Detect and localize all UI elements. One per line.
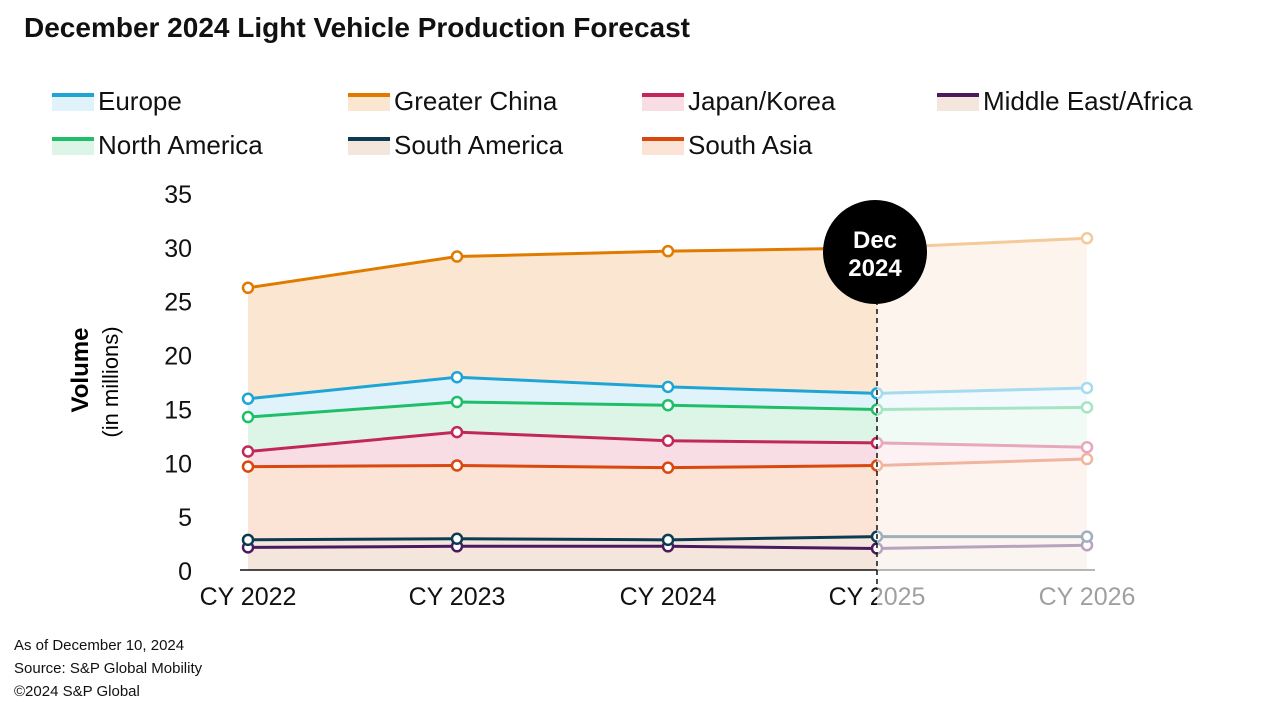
x-tick-label: CY 2023: [409, 583, 506, 611]
point-europe: [241, 392, 255, 405]
y-tick-label: 35: [164, 181, 192, 209]
y-tick-label: 25: [164, 289, 192, 317]
legend-item: North America: [52, 130, 263, 161]
point-south-asia: [241, 460, 255, 473]
point-south-asia: [450, 459, 464, 472]
legend-item: Japan/Korea: [642, 86, 835, 117]
y-axis-label: Volume: [67, 328, 94, 413]
y-tick-label: 15: [164, 396, 192, 424]
dec-2024-badge: [823, 200, 927, 304]
point-japan-korea: [661, 434, 675, 447]
legend-label: Middle East/Africa: [983, 86, 1193, 116]
legend-item: Greater China: [348, 86, 557, 117]
y-tick-label: 20: [164, 343, 192, 371]
y-tick-label: 30: [164, 235, 192, 263]
legend-item: Europe: [52, 86, 182, 117]
point-south-america: [241, 533, 255, 547]
legend-item: Middle East/Africa: [937, 86, 1193, 117]
x-tick-label: CY 2024: [620, 583, 717, 611]
footer: As of December 10, 2024 Source: S&P Glob…: [14, 634, 202, 703]
footer-source: Source: S&P Global Mobility: [14, 660, 203, 677]
point-europe: [450, 370, 464, 384]
legend-label: North America: [98, 130, 263, 160]
y-axis-sublabel: (in millions): [98, 326, 123, 437]
point-north-america: [450, 395, 464, 409]
legend-label: South America: [394, 130, 564, 160]
point-greater-china: [661, 244, 675, 258]
legend-swatch: [348, 136, 390, 155]
point-europe: [661, 380, 675, 394]
point-south-america: [450, 532, 464, 546]
point-north-america: [661, 398, 675, 412]
dec-2024-badge-year: 2024: [848, 255, 902, 282]
point-japan-korea: [241, 445, 255, 458]
legend-swatch: [642, 92, 684, 111]
point-south-asia: [661, 461, 675, 474]
legend-swatch: [937, 92, 979, 111]
y-tick-label: 5: [178, 504, 192, 532]
chart-title: December 2024 Light Vehicle Production F…: [24, 12, 690, 43]
legend-swatch: [52, 136, 94, 155]
dec-2024-badge-month: Dec: [853, 227, 897, 254]
point-japan-korea: [450, 425, 464, 439]
point-north-america: [241, 410, 255, 424]
legend-label: Japan/Korea: [688, 86, 836, 116]
y-tick-label: 10: [164, 450, 192, 478]
y-tick-label: 0: [178, 558, 192, 586]
legend-swatch: [348, 92, 390, 111]
legend-label: Greater China: [394, 86, 558, 116]
legend-label: South Asia: [688, 130, 813, 160]
legend-label: Europe: [98, 86, 182, 116]
point-greater-china: [450, 250, 464, 263]
legend-swatch: [52, 92, 94, 111]
footer-copyright: ©2024 S&P Global: [14, 683, 140, 700]
point-south-america: [661, 533, 675, 547]
x-tick-label: CY 2022: [200, 583, 297, 611]
legend-swatch: [642, 136, 684, 155]
footer-date: As of December 10, 2024: [14, 637, 185, 654]
point-greater-china: [241, 281, 255, 295]
legend-item: South Asia: [642, 130, 812, 161]
legend-item: South America: [348, 130, 563, 161]
